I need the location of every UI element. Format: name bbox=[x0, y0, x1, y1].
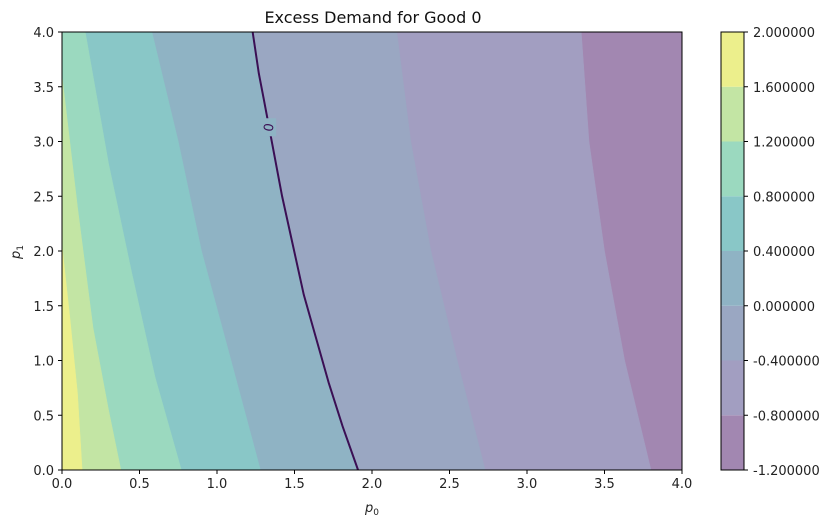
chart-title: Excess Demand for Good 0 bbox=[264, 8, 481, 27]
x-axis-label: p0 bbox=[364, 501, 379, 518]
colorbar-swatch bbox=[721, 251, 744, 306]
y-tick-label: 1.5 bbox=[33, 300, 54, 315]
y-tick-label: 0.0 bbox=[33, 464, 54, 479]
colorbar-swatch bbox=[721, 360, 744, 416]
x-axis: 0.0 0.5 1.0 1.5 2.0 2.5 3.0 3.5 4.0 bbox=[52, 470, 693, 492]
colorbar-swatch bbox=[721, 86, 744, 142]
x-tick-label: 3.0 bbox=[517, 477, 538, 492]
x-tick-label: 3.5 bbox=[594, 477, 615, 492]
y-tick-label: 3.5 bbox=[33, 81, 54, 96]
y-tick-label: 2.0 bbox=[33, 245, 54, 260]
colorbar-tick-label: 0.000000 bbox=[753, 300, 815, 315]
y-tick-label: 2.5 bbox=[33, 190, 54, 205]
y-axis: 0.0 0.5 1.0 1.5 2.0 2.5 3.0 3.5 4.0 bbox=[33, 26, 62, 479]
colorbar-swatch bbox=[721, 141, 744, 197]
x-tick-label: 1.5 bbox=[284, 477, 305, 492]
y-tick-label: 1.0 bbox=[33, 355, 54, 370]
colorbar-tick-label: -0.800000 bbox=[753, 409, 820, 424]
x-tick-label: 2.0 bbox=[362, 477, 383, 492]
colorbar-tick-label: 0.400000 bbox=[753, 245, 815, 260]
y-tick-label: 0.5 bbox=[33, 409, 54, 424]
colorbar-swatch bbox=[721, 305, 744, 361]
colorbar-swatch bbox=[721, 415, 744, 470]
y-axis-label: p1 bbox=[9, 245, 26, 260]
x-tick-label: 4.0 bbox=[672, 477, 693, 492]
colorbar-tick-label: 0.800000 bbox=[753, 190, 815, 205]
colorbar-tick-label: -1.200000 bbox=[753, 464, 820, 479]
plot-area: 0 bbox=[61, 31, 683, 471]
x-tick-label: 0.5 bbox=[129, 477, 150, 492]
y-tick-label: 3.0 bbox=[33, 136, 54, 151]
colorbar-tick-label: 2.000000 bbox=[753, 26, 815, 41]
contour-label-gap bbox=[260, 118, 277, 137]
x-tick-label: 0.0 bbox=[52, 477, 73, 492]
colorbar-swatch bbox=[721, 32, 744, 87]
x-tick-label: 2.5 bbox=[439, 477, 460, 492]
colorbar-tick-label: 1.600000 bbox=[753, 81, 815, 96]
x-tick-label: 1.0 bbox=[207, 477, 228, 492]
contour-label: 0 bbox=[262, 122, 278, 133]
zero-contour-line bbox=[251, 31, 359, 471]
colorbar-tick-label: -0.400000 bbox=[753, 355, 820, 370]
y-tick-label: 4.0 bbox=[33, 26, 54, 41]
colorbar: -1.200000 -0.800000 -0.400000 0.000000 0.400… bbox=[720, 26, 820, 479]
colorbar-tick-label: 1.200000 bbox=[753, 136, 815, 151]
colorbar-swatch bbox=[721, 196, 744, 251]
